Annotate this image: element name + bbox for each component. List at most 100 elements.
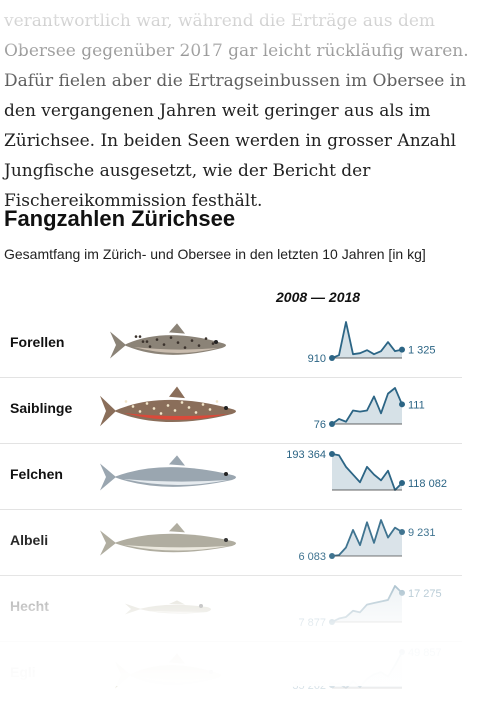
fish-fin — [169, 323, 185, 334]
albeli-icon — [100, 522, 236, 556]
fish-fin — [169, 522, 185, 533]
fish-spot — [124, 400, 128, 403]
article-line: Jungfische ausgesetzt, wie der Bericht d… — [4, 161, 371, 181]
fish-tail — [110, 331, 126, 359]
sparkline-end-label: 49 857 — [408, 647, 442, 659]
years-label: 2008 — 2018 — [276, 289, 361, 305]
fish-eye — [224, 538, 228, 542]
sparkline-end-label: 111 — [408, 399, 425, 411]
article-line: den vergangenen Jahren weit geringer aus… — [4, 101, 431, 121]
fish-fin — [169, 653, 185, 664]
sparkline-end-label: 118 082 — [408, 478, 447, 490]
fish-spot — [183, 346, 187, 349]
fish-tail — [115, 661, 131, 689]
section-subtitle: Gesamtfang im Zürich- und Obersee in den… — [4, 246, 426, 262]
fish-spot — [134, 335, 138, 338]
sparkline-line — [331, 387, 403, 425]
fish-tail — [100, 395, 116, 427]
fish-eye — [224, 472, 228, 476]
fish-name-label: Forellen — [10, 334, 65, 350]
fish-spot — [204, 337, 208, 340]
fish-spot — [138, 335, 142, 338]
fish-spot — [166, 404, 170, 407]
fish-spot — [180, 401, 184, 404]
table-row: Egli 35 262 49 857 — [0, 642, 462, 708]
sparkline-start-point — [329, 553, 335, 559]
fish-name-label: Felchen — [10, 466, 63, 482]
sparkline-start-label: 35 262 — [292, 680, 326, 692]
sparkline-line — [331, 321, 403, 359]
sparkline-start-label: 910 — [308, 353, 326, 365]
whitefish-icon — [100, 455, 236, 491]
fish-spot — [141, 340, 145, 343]
char-icon — [100, 386, 236, 427]
pike-icon — [125, 600, 211, 615]
fish-spot — [201, 403, 205, 406]
sparkline-chart: 7 877 17 275 — [298, 585, 442, 629]
fish-belly — [134, 347, 218, 354]
fish-spot — [152, 407, 156, 410]
trout-icon — [110, 323, 226, 359]
fish-belly — [124, 413, 228, 420]
sparkline-end-point — [399, 649, 405, 655]
table-row: Albeli 6 083 9 231 — [0, 510, 462, 576]
section-title: Fangzahlen Zürichsee — [4, 206, 236, 231]
fish-spot — [145, 340, 149, 343]
fish-fin — [169, 386, 185, 399]
sparkline-end-point — [399, 480, 405, 487]
fish-tail — [100, 463, 116, 491]
sparkline-chart: 35 262 49 857 — [292, 647, 442, 692]
perch-icon — [115, 653, 221, 689]
fish-name-label: Albeli — [10, 532, 49, 548]
sparkline-area — [332, 454, 402, 490]
fish-spot — [169, 336, 173, 339]
fish-name-label: Hecht — [10, 598, 49, 614]
fish-spot — [145, 402, 149, 405]
fish-tail — [100, 530, 116, 556]
sparkline-chart: 76 111 — [314, 387, 425, 431]
fish-belly — [124, 479, 228, 486]
fish-name-label: Saiblinge — [10, 400, 73, 416]
article-line: Fischereikommission festhält. — [4, 191, 263, 211]
row-divider — [0, 443, 462, 444]
sparkline-start-label: 76 — [314, 419, 326, 431]
sparkline-start-point — [329, 619, 335, 625]
sparkline-chart: 193 364 118 082 — [286, 449, 447, 491]
table-row: Saiblinge 76 111 — [0, 378, 462, 444]
row-divider — [0, 377, 462, 378]
sparkline-end-label: 17 275 — [408, 588, 442, 600]
sparkline-area — [332, 388, 402, 424]
sparkline-end-point — [399, 346, 405, 353]
sparkline-end-point — [399, 528, 405, 535]
fish-spot — [190, 339, 194, 342]
table-row: Felchen 193 364 118 082 — [0, 444, 462, 510]
article-text: verantwortlich war, während die Erträge … — [4, 6, 472, 216]
fish-eye — [199, 604, 203, 608]
sparkline-start-point — [329, 451, 335, 457]
fish-spot — [159, 412, 163, 415]
fish-spot — [211, 342, 215, 345]
article-line: Obersee gegenüber 2017 gar leicht rücklä… — [4, 41, 469, 61]
fish-spot — [208, 408, 212, 411]
row-divider — [0, 509, 462, 510]
fish-eye — [224, 406, 228, 410]
fish-belly — [124, 545, 228, 551]
table-row: Forellen 910 1 325 — [0, 312, 462, 378]
sparkline-start-point — [329, 682, 335, 689]
sparkline-end-point — [399, 401, 405, 408]
article-line: Dafür fielen aber die Ertragseinbussen i… — [4, 71, 467, 91]
sparkline-end-point — [399, 589, 405, 596]
fish-spot — [197, 344, 201, 347]
fish-tail — [125, 603, 141, 615]
fish-spot — [162, 343, 166, 346]
sparkline-start-label: 7 877 — [298, 617, 326, 629]
sparkline-chart: 910 1 325 — [308, 321, 436, 365]
fish-spot — [148, 345, 152, 348]
sparkline-end-label: 1 325 — [408, 345, 436, 357]
fish-eye — [214, 340, 218, 344]
fish-spot — [138, 410, 142, 413]
sparkline-start-label: 6 083 — [298, 551, 326, 563]
fish-spot — [155, 338, 159, 341]
fish-spot — [187, 406, 191, 409]
sparkline-area — [332, 322, 402, 358]
